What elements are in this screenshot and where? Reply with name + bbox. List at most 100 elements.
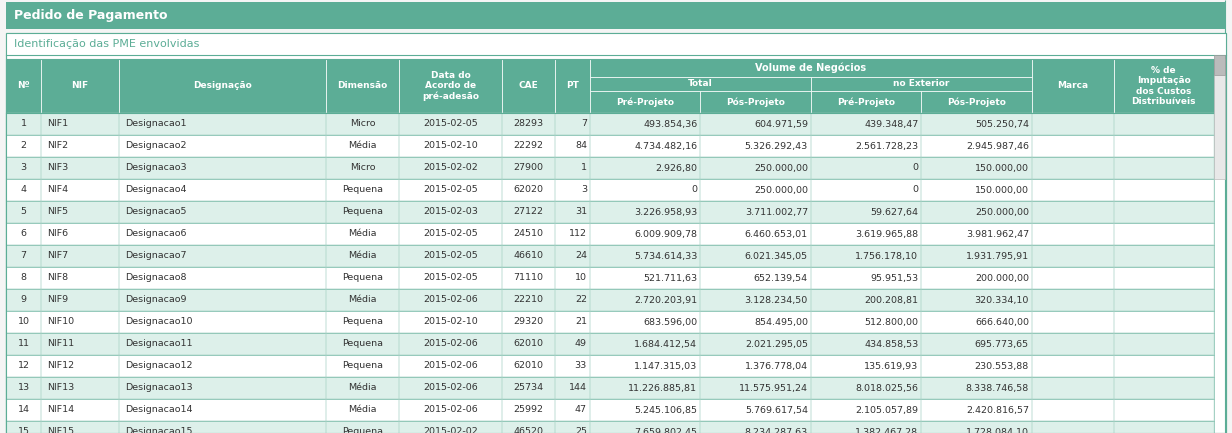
Text: 666.640,00: 666.640,00 bbox=[975, 317, 1029, 326]
Bar bbox=[590, 157, 701, 179]
Text: 1.728.084,10: 1.728.084,10 bbox=[966, 427, 1029, 433]
Bar bbox=[590, 399, 701, 421]
Bar bbox=[399, 421, 501, 433]
Bar bbox=[6, 59, 41, 113]
Text: Designacao7: Designacao7 bbox=[124, 252, 186, 261]
Text: 2015-02-05: 2015-02-05 bbox=[423, 274, 478, 282]
Bar bbox=[922, 91, 1032, 113]
Bar bbox=[6, 355, 41, 377]
Text: NIF5: NIF5 bbox=[47, 207, 68, 216]
Bar bbox=[6, 311, 1214, 333]
Bar bbox=[922, 201, 1032, 223]
Bar bbox=[701, 223, 811, 245]
Text: 22292: 22292 bbox=[514, 142, 543, 151]
Bar bbox=[120, 113, 326, 135]
Bar bbox=[811, 135, 922, 157]
Text: NIF7: NIF7 bbox=[47, 252, 68, 261]
Bar bbox=[1114, 311, 1214, 333]
Bar bbox=[120, 179, 326, 201]
Bar bbox=[554, 135, 590, 157]
Bar bbox=[6, 223, 41, 245]
Text: 21: 21 bbox=[575, 317, 586, 326]
Bar bbox=[501, 311, 554, 333]
Text: 2015-02-05: 2015-02-05 bbox=[423, 252, 478, 261]
Bar bbox=[590, 421, 701, 433]
Bar bbox=[399, 245, 501, 267]
Bar bbox=[399, 289, 501, 311]
Bar bbox=[1032, 245, 1114, 267]
Text: 135.619,93: 135.619,93 bbox=[864, 362, 918, 371]
Bar bbox=[399, 157, 501, 179]
Text: NIF13: NIF13 bbox=[47, 384, 74, 392]
Bar bbox=[399, 333, 501, 355]
Text: ▲: ▲ bbox=[1216, 61, 1222, 71]
Bar bbox=[326, 135, 399, 157]
Bar bbox=[41, 267, 120, 289]
Text: NIF8: NIF8 bbox=[47, 274, 68, 282]
Bar bbox=[6, 289, 1214, 311]
Bar bbox=[701, 311, 811, 333]
Bar bbox=[6, 2, 1226, 29]
Text: Pedido de Pagamento: Pedido de Pagamento bbox=[14, 9, 168, 22]
Text: 6: 6 bbox=[21, 229, 27, 239]
Bar bbox=[501, 333, 554, 355]
Text: 95.951,53: 95.951,53 bbox=[870, 274, 918, 282]
Text: 2015-02-06: 2015-02-06 bbox=[423, 384, 478, 392]
Bar bbox=[326, 377, 399, 399]
Bar bbox=[41, 311, 120, 333]
Text: 15: 15 bbox=[17, 427, 30, 433]
Bar bbox=[554, 113, 590, 135]
Bar bbox=[701, 377, 811, 399]
Text: Designacao6: Designacao6 bbox=[124, 229, 186, 239]
Bar bbox=[41, 245, 120, 267]
Bar bbox=[701, 91, 811, 113]
Text: 250.000,00: 250.000,00 bbox=[754, 185, 808, 194]
Text: NIF4: NIF4 bbox=[47, 185, 68, 194]
Text: 11: 11 bbox=[17, 339, 30, 349]
Bar bbox=[1032, 289, 1114, 311]
Text: 5.734.614,33: 5.734.614,33 bbox=[634, 252, 697, 261]
Bar bbox=[6, 135, 41, 157]
Bar bbox=[811, 421, 922, 433]
Text: Pós-Projeto: Pós-Projeto bbox=[947, 97, 1007, 107]
Bar bbox=[554, 377, 590, 399]
Bar bbox=[399, 135, 501, 157]
Bar bbox=[6, 157, 41, 179]
Text: 71110: 71110 bbox=[514, 274, 543, 282]
Bar bbox=[811, 223, 922, 245]
Bar bbox=[399, 113, 501, 135]
Bar bbox=[811, 289, 922, 311]
Text: 24510: 24510 bbox=[514, 229, 543, 239]
Bar bbox=[1032, 223, 1114, 245]
Bar bbox=[1114, 267, 1214, 289]
Text: 14: 14 bbox=[17, 405, 30, 414]
Text: Designacao1: Designacao1 bbox=[124, 120, 186, 129]
Text: 3: 3 bbox=[580, 185, 586, 194]
Bar bbox=[1114, 59, 1214, 113]
Text: 434.858,53: 434.858,53 bbox=[864, 339, 918, 349]
Text: 22: 22 bbox=[575, 295, 586, 304]
Bar bbox=[501, 157, 554, 179]
Bar bbox=[811, 377, 922, 399]
Text: NIF11: NIF11 bbox=[47, 339, 74, 349]
Bar bbox=[399, 201, 501, 223]
Text: Designacao3: Designacao3 bbox=[124, 164, 186, 172]
Bar bbox=[922, 421, 1032, 433]
Bar bbox=[701, 245, 811, 267]
Text: 150.000,00: 150.000,00 bbox=[975, 164, 1029, 172]
Text: 250.000,00: 250.000,00 bbox=[975, 207, 1029, 216]
Bar bbox=[6, 223, 1214, 245]
Text: Pós-Projeto: Pós-Projeto bbox=[726, 97, 785, 107]
Bar bbox=[922, 311, 1032, 333]
Bar bbox=[120, 59, 326, 113]
Bar bbox=[501, 223, 554, 245]
Bar bbox=[6, 311, 41, 333]
Bar bbox=[6, 179, 41, 201]
Bar bbox=[701, 333, 811, 355]
Bar bbox=[1032, 311, 1114, 333]
Bar bbox=[554, 223, 590, 245]
Bar bbox=[922, 289, 1032, 311]
Bar bbox=[326, 223, 399, 245]
Bar bbox=[41, 289, 120, 311]
Text: 2015-02-05: 2015-02-05 bbox=[423, 229, 478, 239]
